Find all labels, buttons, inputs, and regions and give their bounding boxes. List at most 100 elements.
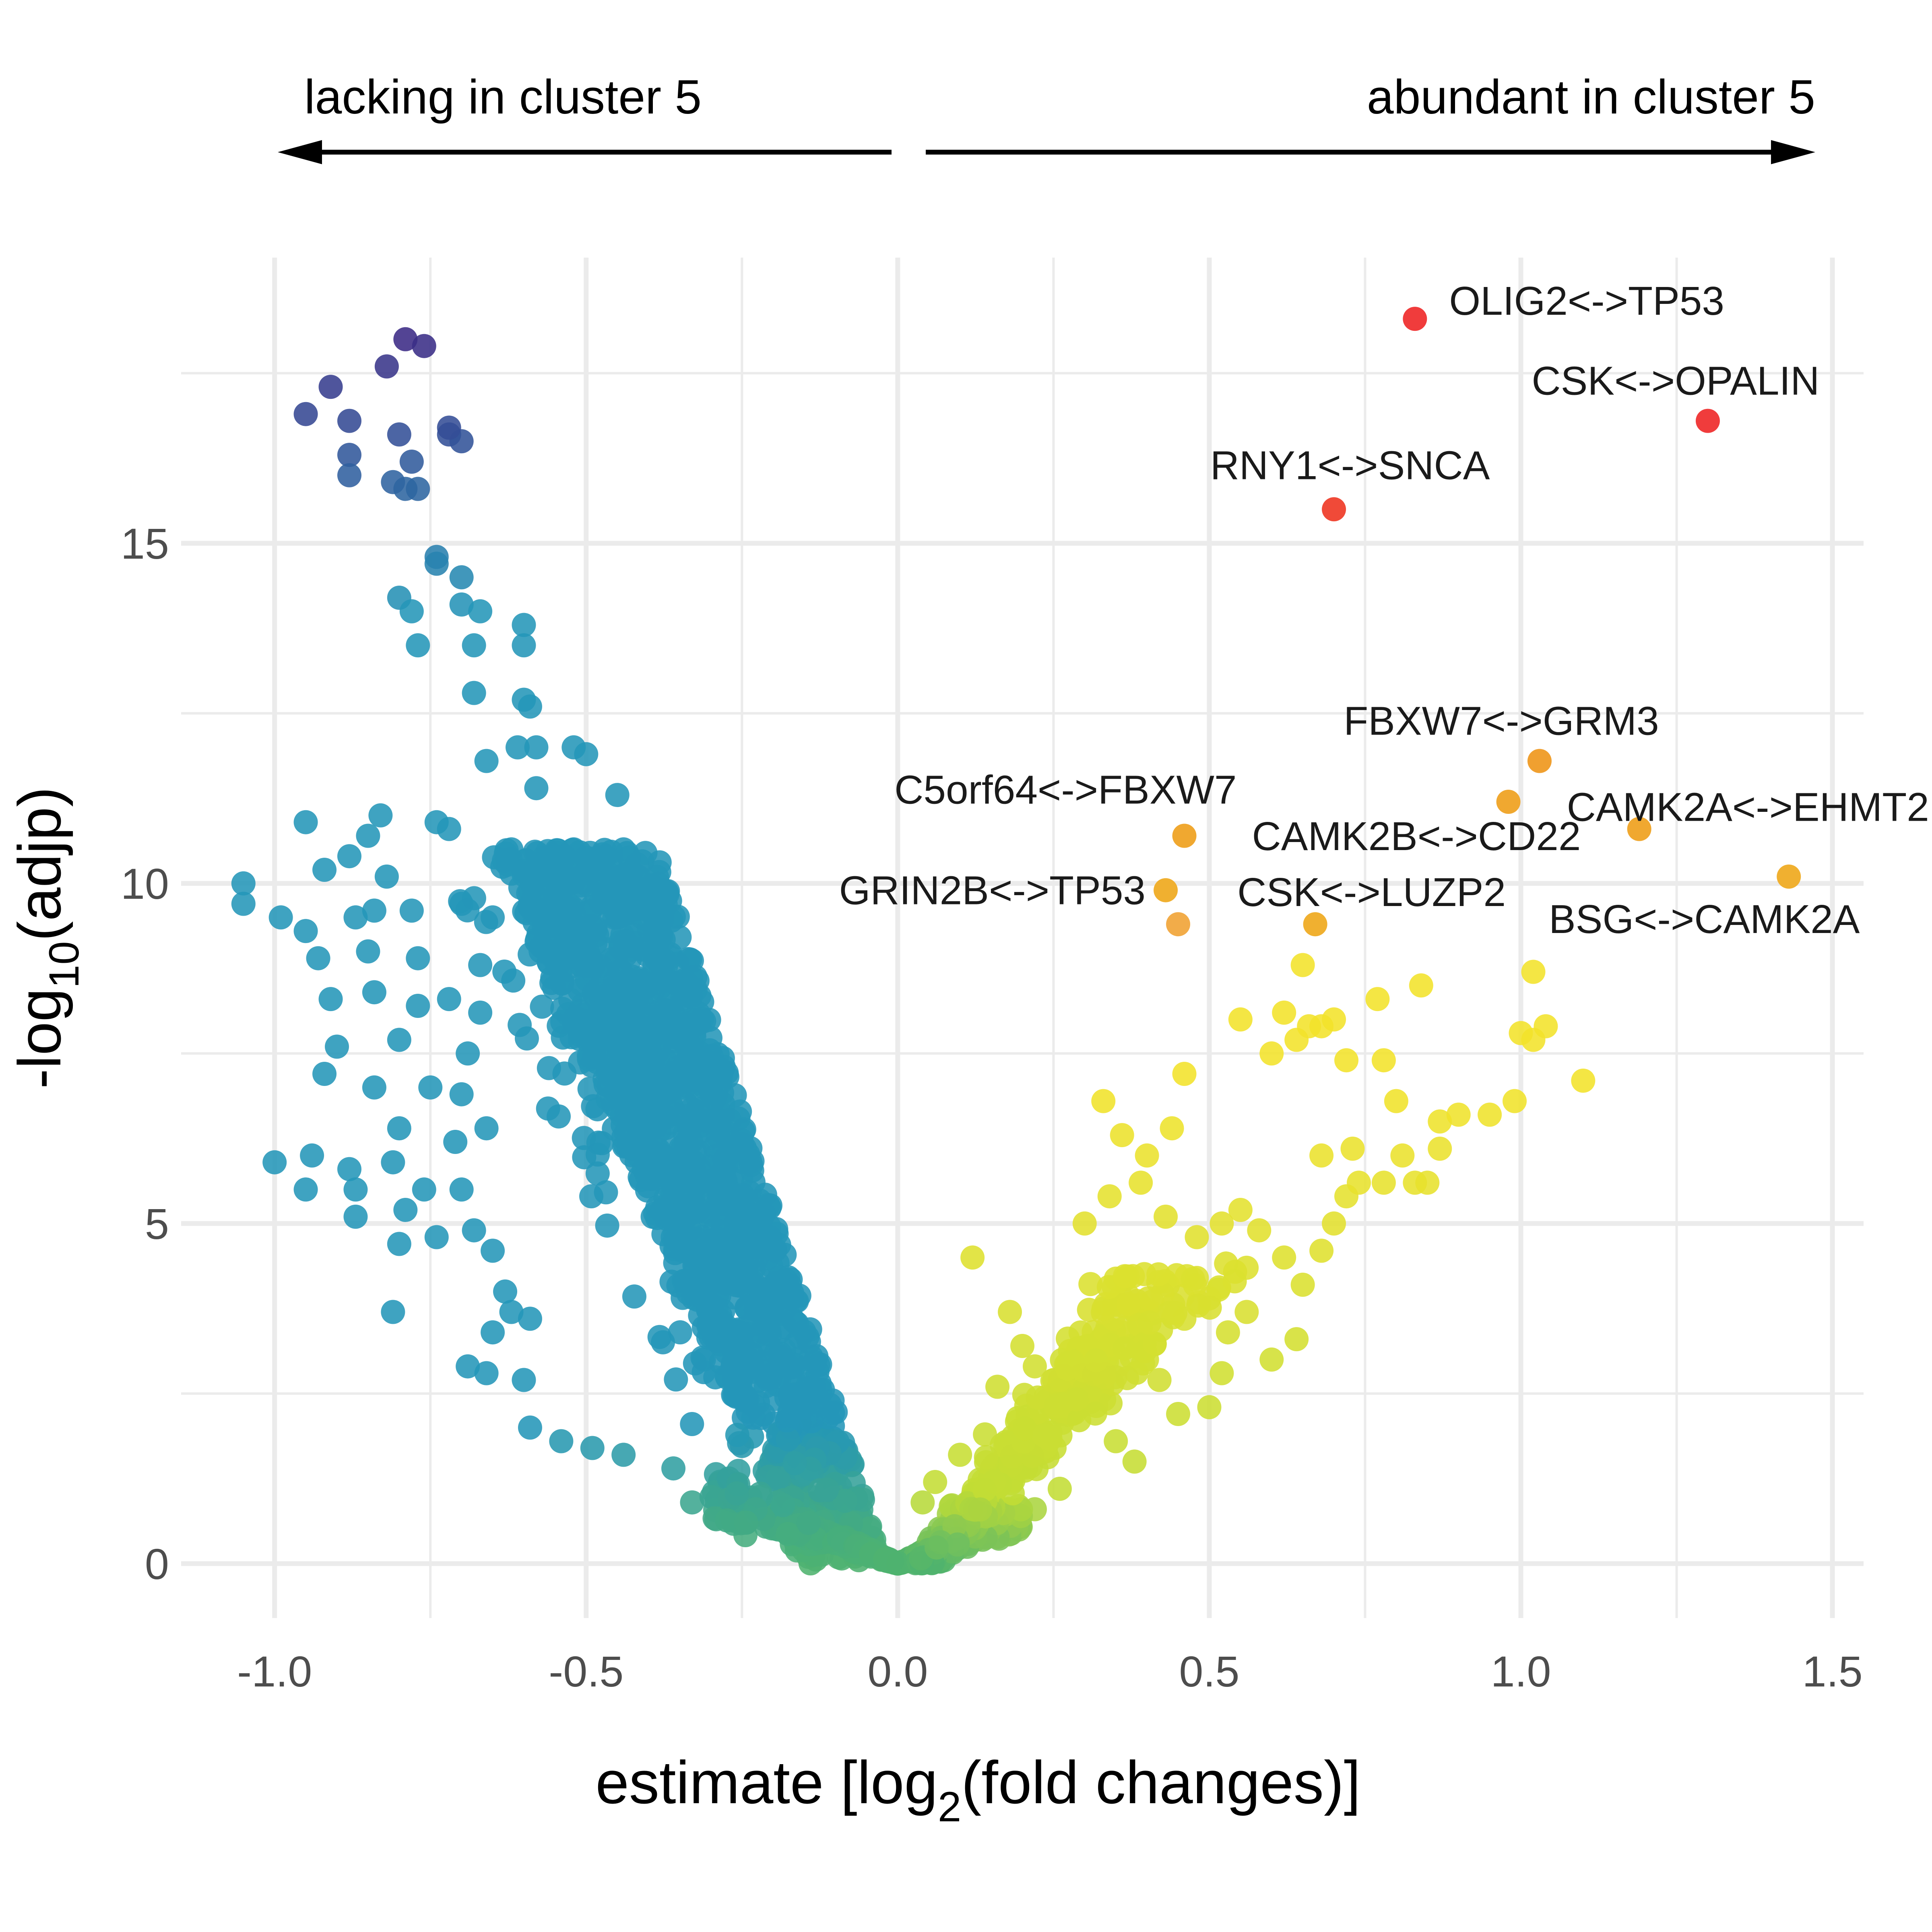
data-point — [574, 742, 599, 766]
data-point — [1340, 1136, 1365, 1161]
data-point — [634, 1066, 659, 1091]
data-point — [1228, 1007, 1253, 1032]
data-point — [387, 1232, 411, 1256]
data-point — [776, 1522, 800, 1546]
data-point — [1534, 1014, 1558, 1038]
data-point — [1032, 1423, 1057, 1448]
data-point — [499, 1300, 524, 1324]
data-point — [778, 1383, 802, 1408]
data-point — [300, 1143, 324, 1168]
labeled-point — [1627, 817, 1651, 841]
data-point — [325, 1034, 349, 1059]
data-point — [318, 375, 343, 399]
data-point — [776, 1427, 800, 1451]
data-point — [343, 905, 368, 930]
data-point — [381, 1300, 405, 1324]
data-point — [493, 1279, 518, 1304]
data-point — [1290, 1272, 1315, 1297]
data-point — [611, 1125, 636, 1150]
data-point — [474, 1116, 499, 1141]
data-point — [506, 735, 530, 760]
labeled-point — [1777, 864, 1801, 889]
data-point — [530, 995, 554, 1019]
data-point — [1272, 1245, 1296, 1270]
x-tick-label: 0.0 — [867, 1647, 928, 1696]
data-point — [586, 1130, 611, 1155]
data-point — [518, 1307, 542, 1331]
data-point — [1091, 1296, 1116, 1321]
data-point — [582, 1044, 607, 1069]
data-point — [542, 888, 567, 913]
y-tick-label: 15 — [121, 519, 169, 568]
point-label: GRIN2B<->TP53 — [839, 868, 1146, 913]
data-point — [680, 1490, 704, 1515]
data-point — [925, 1535, 949, 1560]
point-label: CSK<->LUZP2 — [1237, 870, 1506, 915]
data-point — [833, 1488, 857, 1513]
data-point — [622, 1284, 646, 1309]
x-tick-label: 1.5 — [1802, 1647, 1863, 1696]
data-point — [535, 915, 559, 939]
data-point — [1084, 1348, 1108, 1373]
data-point — [1415, 1170, 1440, 1195]
data-point — [1166, 1402, 1191, 1426]
data-point — [1112, 1336, 1137, 1361]
data-point — [1067, 1408, 1092, 1432]
data-point — [424, 1225, 449, 1249]
data-point — [1309, 1238, 1334, 1263]
data-point — [697, 1007, 721, 1032]
data-point — [715, 1508, 739, 1533]
data-point — [1160, 1116, 1184, 1141]
axis-ticks: -1.0 -0.5 0.0 0.5 1.0 1.5 0 5 10 15 — [121, 519, 1863, 1696]
data-point — [362, 898, 386, 923]
data-point — [1347, 1170, 1371, 1195]
point-label: RNY1<->SNCA — [1210, 443, 1490, 488]
data-point — [481, 1238, 505, 1263]
data-point — [374, 864, 399, 889]
data-point — [337, 443, 361, 467]
data-point — [437, 415, 461, 440]
data-point — [654, 1116, 678, 1140]
data-point — [1185, 1225, 1209, 1249]
data-point — [495, 852, 520, 877]
data-point — [1503, 1089, 1527, 1113]
data-point — [1234, 1300, 1259, 1324]
data-point — [448, 889, 473, 914]
data-point — [268, 905, 293, 930]
data-point — [1072, 1211, 1097, 1236]
data-point — [766, 1466, 790, 1490]
labeled-point — [1154, 878, 1178, 902]
data-point — [753, 1236, 777, 1260]
data-point — [626, 1033, 651, 1057]
data-point — [650, 966, 675, 991]
data-point — [1010, 1334, 1034, 1358]
data-point — [456, 1354, 480, 1379]
data-point — [1384, 1089, 1408, 1113]
point-label: CAMK2B<->CD22 — [1252, 814, 1581, 859]
data-point — [1322, 1007, 1346, 1032]
data-point — [524, 776, 549, 801]
data-point — [516, 881, 541, 906]
data-point — [725, 1423, 749, 1447]
data-point — [873, 1547, 898, 1571]
data-point — [679, 1044, 703, 1069]
y-tick-label: 5 — [145, 1199, 169, 1248]
data-point — [293, 402, 318, 426]
data-point — [945, 1532, 970, 1557]
data-point — [406, 994, 430, 1018]
data-point — [609, 1103, 634, 1128]
data-point — [387, 1116, 411, 1141]
data-point — [585, 1097, 610, 1121]
data-point — [456, 1041, 480, 1066]
data-point — [595, 1213, 619, 1238]
data-point — [1571, 1068, 1596, 1093]
data-point — [1150, 1282, 1175, 1306]
data-point — [481, 1320, 505, 1345]
data-point — [662, 1204, 686, 1228]
data-point — [1047, 1476, 1072, 1501]
data-point — [1259, 1041, 1284, 1066]
data-point — [356, 939, 380, 964]
data-point — [972, 1478, 997, 1502]
data-point — [658, 889, 682, 913]
data-point — [1210, 1211, 1234, 1236]
